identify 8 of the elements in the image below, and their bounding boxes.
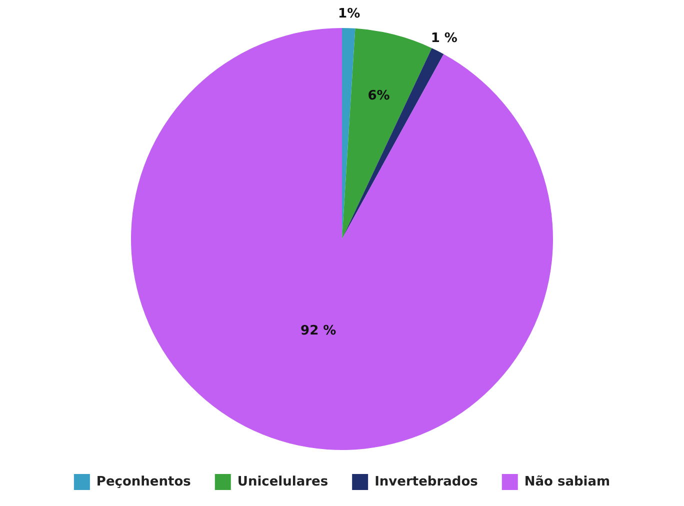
legend-label: Não sabiam xyxy=(524,474,610,490)
legend-label: Unicelulares xyxy=(237,474,328,490)
data-label: 1% xyxy=(338,6,360,22)
data-label: 6% xyxy=(368,88,390,104)
legend-label: Peçonhentos xyxy=(96,474,192,490)
data-label: 1 % xyxy=(430,30,458,46)
data-label: 92 % xyxy=(300,323,336,338)
legend-label: Invertebrados xyxy=(374,474,478,490)
